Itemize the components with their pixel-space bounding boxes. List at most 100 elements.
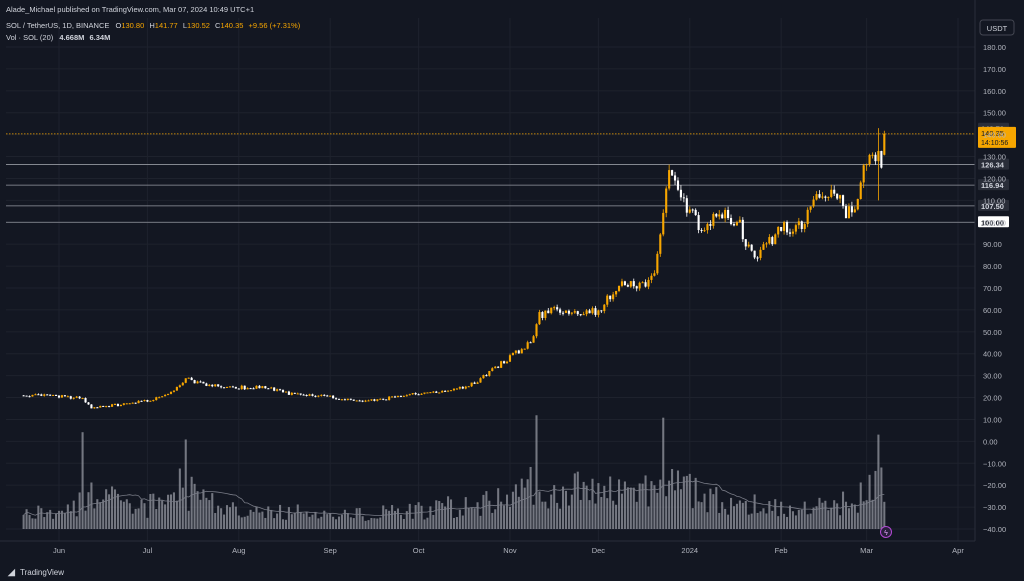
volume-bar — [747, 514, 750, 529]
volume-bar — [169, 494, 173, 529]
candle-body — [585, 310, 588, 315]
tradingview-logo[interactable]: ◢ TradingView — [7, 567, 64, 577]
candle-body — [847, 206, 851, 219]
candle-body — [208, 384, 211, 386]
candle-body — [90, 404, 93, 409]
time-axis[interactable]: Jun Jul Aug Sep Oct Nov Dec 2024 Feb Mar Apr — [0, 540, 975, 555]
volume-bar — [102, 499, 105, 529]
candle-body — [780, 226, 783, 231]
candle-body — [93, 407, 96, 409]
volume-bar — [476, 502, 479, 529]
lightning-icon-glyph: ϟ — [884, 530, 888, 537]
symbol-ohlc-line: SOL / TetherUS, 1D, BINANCE O130.80 H141… — [6, 21, 301, 30]
candle-body — [414, 393, 417, 395]
volume-bar — [635, 501, 638, 529]
price-tick-label: −30.00 — [983, 503, 1006, 512]
l-label: L — [183, 21, 187, 30]
volume-bar — [753, 494, 756, 529]
volume-bar — [223, 514, 226, 529]
lightning-icon-circle[interactable] — [880, 526, 892, 538]
volume-bar — [503, 505, 506, 529]
candle-body — [561, 312, 565, 314]
volume-bar — [609, 476, 612, 529]
candle-body — [641, 282, 644, 284]
candle-body — [205, 383, 208, 386]
volume-bar — [217, 505, 220, 529]
change-value: +9.56 (+7.31%) — [249, 21, 301, 30]
candle-body — [797, 221, 800, 226]
time-tick-label: Aug — [232, 546, 245, 555]
l-value: 130.52 — [187, 21, 210, 30]
volume-bar — [240, 517, 243, 529]
candle-body — [827, 196, 830, 198]
candle-body — [308, 394, 311, 396]
volume-bar — [756, 512, 759, 529]
volume-bar — [797, 509, 800, 529]
volume-bar — [69, 511, 72, 529]
candle-body — [102, 405, 105, 407]
volume-bar — [694, 477, 697, 529]
volume-bar — [426, 517, 429, 529]
volume-bar — [865, 500, 868, 529]
volume-bar — [438, 501, 441, 529]
candle-body — [37, 394, 40, 396]
candle-body — [662, 212, 665, 235]
volume-bar — [311, 514, 314, 529]
candle-body — [370, 399, 373, 401]
price-tick-label: 80.00 — [983, 262, 1002, 271]
candle-body — [149, 400, 152, 402]
candle-body — [671, 170, 674, 176]
volume-bar — [435, 500, 438, 529]
candle-body — [488, 370, 491, 376]
candle-body — [355, 400, 358, 402]
volume-bar — [22, 514, 25, 529]
c-value: 140.35 — [220, 21, 243, 30]
volume-bar — [641, 483, 644, 529]
volume-bar — [119, 500, 122, 529]
volume-bar — [824, 500, 827, 529]
volume-bar — [511, 491, 514, 529]
candle-body — [582, 314, 585, 316]
volume-legend-name: Vol · SOL (20) — [6, 33, 54, 42]
volume-bar — [231, 502, 234, 529]
currency-button-frame[interactable] — [979, 19, 1015, 36]
volume-bar — [108, 494, 111, 529]
currency-button-label[interactable]: USDT — [987, 24, 1008, 33]
candle-body — [211, 384, 214, 387]
volume-bar — [320, 516, 323, 529]
volume-bar — [671, 469, 674, 529]
candle-body — [429, 392, 432, 394]
volume-bar — [691, 508, 694, 529]
volume-bar — [382, 505, 385, 529]
volume-bar — [836, 503, 839, 529]
level-label-box — [978, 216, 1009, 228]
volume-bar — [862, 501, 865, 529]
candle-body — [553, 307, 556, 309]
candle-body — [367, 400, 370, 402]
candle-body — [491, 368, 494, 371]
volume-bar — [152, 493, 155, 529]
lightning-icon[interactable]: ϟ — [880, 526, 892, 538]
volume-bar — [706, 512, 709, 529]
volume-bar — [777, 516, 780, 529]
candle-body — [190, 377, 193, 381]
currency-button[interactable]: USDT — [979, 19, 1015, 36]
volume-bar — [25, 509, 28, 529]
price-axis[interactable]: 180.00 170.00 160.00 150.00 140.00 130.00 120.… — [974, 0, 1006, 541]
level-label: 116.94 — [981, 181, 1004, 190]
candle-body — [856, 198, 859, 210]
volume-bar — [718, 512, 721, 529]
volume-bar — [361, 516, 364, 529]
candle-body — [550, 307, 553, 314]
candle-body — [329, 395, 332, 397]
volume-bar — [520, 478, 523, 529]
volume-bar — [547, 508, 550, 529]
candle-body — [609, 295, 612, 300]
volume-bar — [55, 513, 58, 529]
candle-body — [688, 209, 691, 213]
volume-bar — [376, 518, 379, 529]
volume-bar — [373, 518, 376, 529]
volume-bar — [529, 466, 532, 529]
candle-body — [335, 398, 338, 400]
